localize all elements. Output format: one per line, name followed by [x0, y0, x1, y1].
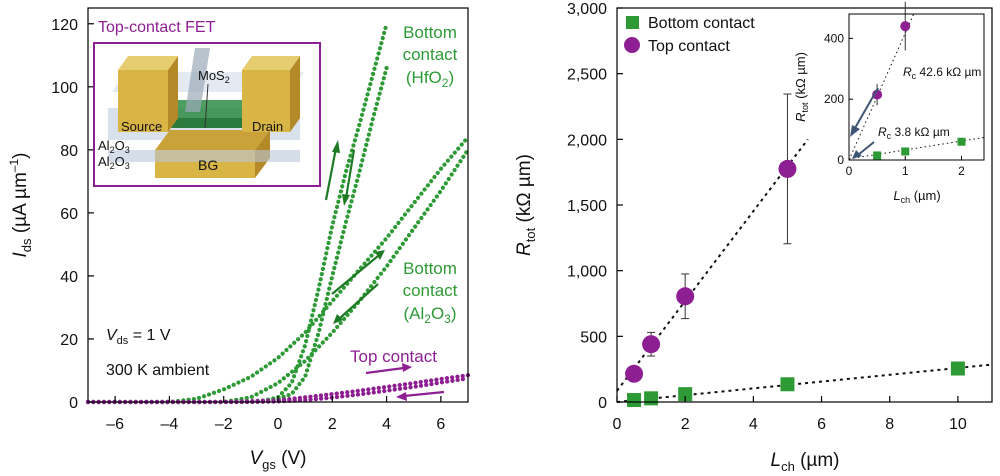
top-contact-point	[676, 287, 695, 306]
rc-bottom-label: Rc 3.8 kΩ µm	[878, 125, 950, 141]
fit-line-top	[616, 138, 809, 392]
iv-x-tick-label: 4	[382, 416, 391, 433]
inset-axis-ticks: 0 1 2 0 200 400	[824, 31, 965, 178]
iv-y-tick-label: 40	[60, 269, 78, 286]
iv-y-tick-label: 0	[69, 395, 78, 412]
resistance-x-tick-label: 6	[817, 416, 826, 433]
rc-bottom-arrow	[857, 141, 875, 156]
bg-label: BG	[198, 157, 218, 173]
inset-x-tick-label: 2	[958, 164, 965, 178]
hfo2-label-line3: (HfO2)	[406, 68, 454, 90]
legend-bottom-marker	[626, 16, 639, 29]
inset-y-tick-label: 0	[837, 153, 844, 167]
resistance-y-tick-label: 1,000	[567, 264, 607, 281]
inset-frame	[848, 13, 985, 161]
legend-bottom-label: Bottom contact	[648, 15, 755, 32]
bottom-contact-point	[678, 387, 693, 402]
top-contact-point	[625, 364, 644, 383]
iv-y-axis-title: Ids (µA µm–1)	[7, 153, 34, 258]
top-contact-label: Top contact	[350, 347, 437, 366]
inset-bottom-contact-point	[873, 151, 882, 160]
top-contact-point	[642, 335, 661, 354]
resistance-x-tick-label: 10	[949, 416, 967, 433]
resistance-x-tick-label: 4	[749, 416, 758, 433]
resistance-x-tick-label: 8	[885, 416, 894, 433]
legend-top-label: Top contact	[648, 38, 730, 55]
resistance-y-tick-label: 0	[598, 395, 607, 412]
rc-top-label: Rc 42.6 kΩ µm	[903, 65, 981, 81]
inset-x-tick-label: 1	[902, 164, 909, 178]
fit-line-bottom	[616, 363, 993, 403]
inset-bottom-contact-point	[957, 137, 966, 146]
resistance-x-tick-label: 0	[613, 416, 622, 433]
iv-x-tick-label: –2	[215, 416, 233, 433]
resistance-y-tick-label: 1,500	[567, 198, 607, 215]
iv-y-tick-label: 20	[60, 332, 78, 349]
schematic-illustration	[108, 48, 304, 178]
rc-top-arrow	[854, 87, 879, 129]
inset-y-tick-label: 400	[824, 31, 844, 45]
iv-series-4	[85, 147, 471, 405]
rc-extraction-inset: 0 1 2 0 200 400 Rc 42.6 kΩ µm Rc 3.8 kΩ µm Lc…	[793, 1, 985, 205]
al2o3-top-label: Al2O3	[98, 138, 130, 155]
iv-y-tick-label: 120	[51, 17, 78, 34]
drain-label: Drain	[252, 119, 283, 134]
al2o3-down-arrow	[339, 283, 379, 319]
iv-series-3	[85, 135, 471, 405]
hfo2-down-arrow	[344, 149, 356, 199]
iv-x-tick-label: –6	[106, 416, 124, 433]
top-reverse-arrow	[403, 390, 445, 398]
resistance-x-tick-label: 2	[681, 416, 690, 433]
iv-y-tick-label: 80	[60, 143, 78, 160]
mos2-label: MoS2	[198, 68, 230, 85]
bottom-contact-point	[780, 377, 795, 392]
top-contact-point	[778, 159, 797, 178]
legend-top-marker	[624, 37, 640, 53]
inset-bottom-contact-point	[901, 147, 910, 156]
ambient-label: 300 K ambient	[106, 362, 210, 379]
hfo2-label-line1: Bottom	[403, 23, 457, 42]
hfo2-label-line2: contact	[403, 45, 458, 64]
resistance-y-tick-label: 2,500	[567, 67, 607, 84]
sweep-arrows	[324, 140, 445, 401]
schematic-title: Top-contact FET	[98, 19, 216, 36]
al2o3-label-line1: Bottom	[403, 259, 457, 278]
resistance-y-tick-label: 2,000	[567, 132, 607, 149]
bottom-contact-point	[644, 391, 659, 406]
vds-label: Vds = 1 V	[106, 327, 171, 347]
bottom-contact-point	[627, 393, 642, 408]
iv-x-axis-title: Vgs (V)	[249, 448, 306, 472]
top-forward-arrow	[365, 366, 405, 375]
inset-y-axis-title: Rtot (kΩ µm)	[793, 52, 810, 122]
iv-x-tick-label: 6	[436, 416, 445, 433]
hfo2-up-arrow	[324, 147, 338, 201]
iv-x-tick-label: 0	[274, 416, 283, 433]
inset-x-tick-label: 0	[846, 164, 853, 178]
inset-y-tick-label: 200	[824, 92, 844, 106]
resistance-y-axis-title: Rtot (kΩ µm)	[514, 154, 538, 256]
al2o3-up-arrow	[331, 255, 379, 295]
al2o3-bottom-label: Al2O3	[98, 154, 130, 171]
al2o3-label-line2: contact	[403, 281, 458, 300]
source-label: Source	[121, 119, 162, 134]
legend: Bottom contact Top contact	[624, 15, 755, 55]
iv-curves	[85, 21, 471, 405]
resistance-x-axis-title: Lch (µm)	[770, 450, 839, 474]
resistance-y-tick-label: 500	[580, 329, 607, 346]
iv-x-tick-label: –4	[161, 416, 179, 433]
iv-x-tick-label: 2	[328, 416, 337, 433]
iv-y-tick-label: 60	[60, 206, 78, 223]
iv-y-tick-label: 100	[51, 80, 78, 97]
device-schematic-inset: Top-contact FET	[93, 19, 321, 187]
inset-x-axis-title: Lch (µm)	[893, 188, 940, 205]
inset-top-contact-point	[900, 21, 911, 32]
bottom-contact-point	[950, 361, 965, 376]
resistance-y-tick-label: 3,000	[567, 1, 607, 18]
al2o3-label-line3: (Al2O3)	[403, 304, 456, 326]
